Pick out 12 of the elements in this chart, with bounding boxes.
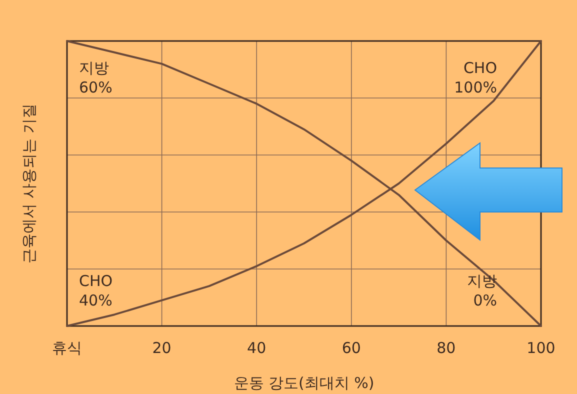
x-tick-label: 80 <box>436 339 456 357</box>
x-axis-title: 운동 강도(최대치 %) <box>234 374 374 392</box>
y-axis-title: 근육에서 사용되는 기질 <box>20 104 38 264</box>
annotation: CHO 40% <box>79 272 113 310</box>
annotation: 지방 60% <box>79 59 112 96</box>
x-tick-label: 40 <box>247 339 266 357</box>
annotation: CHO 100% <box>454 59 497 96</box>
x-tick-label: 휴식 <box>52 339 82 357</box>
annotation: 지방 0% <box>467 272 497 310</box>
x-tick-label: 60 <box>342 339 361 357</box>
x-tick-label: 20 <box>152 339 172 357</box>
x-tick-label: 100 <box>526 339 556 357</box>
